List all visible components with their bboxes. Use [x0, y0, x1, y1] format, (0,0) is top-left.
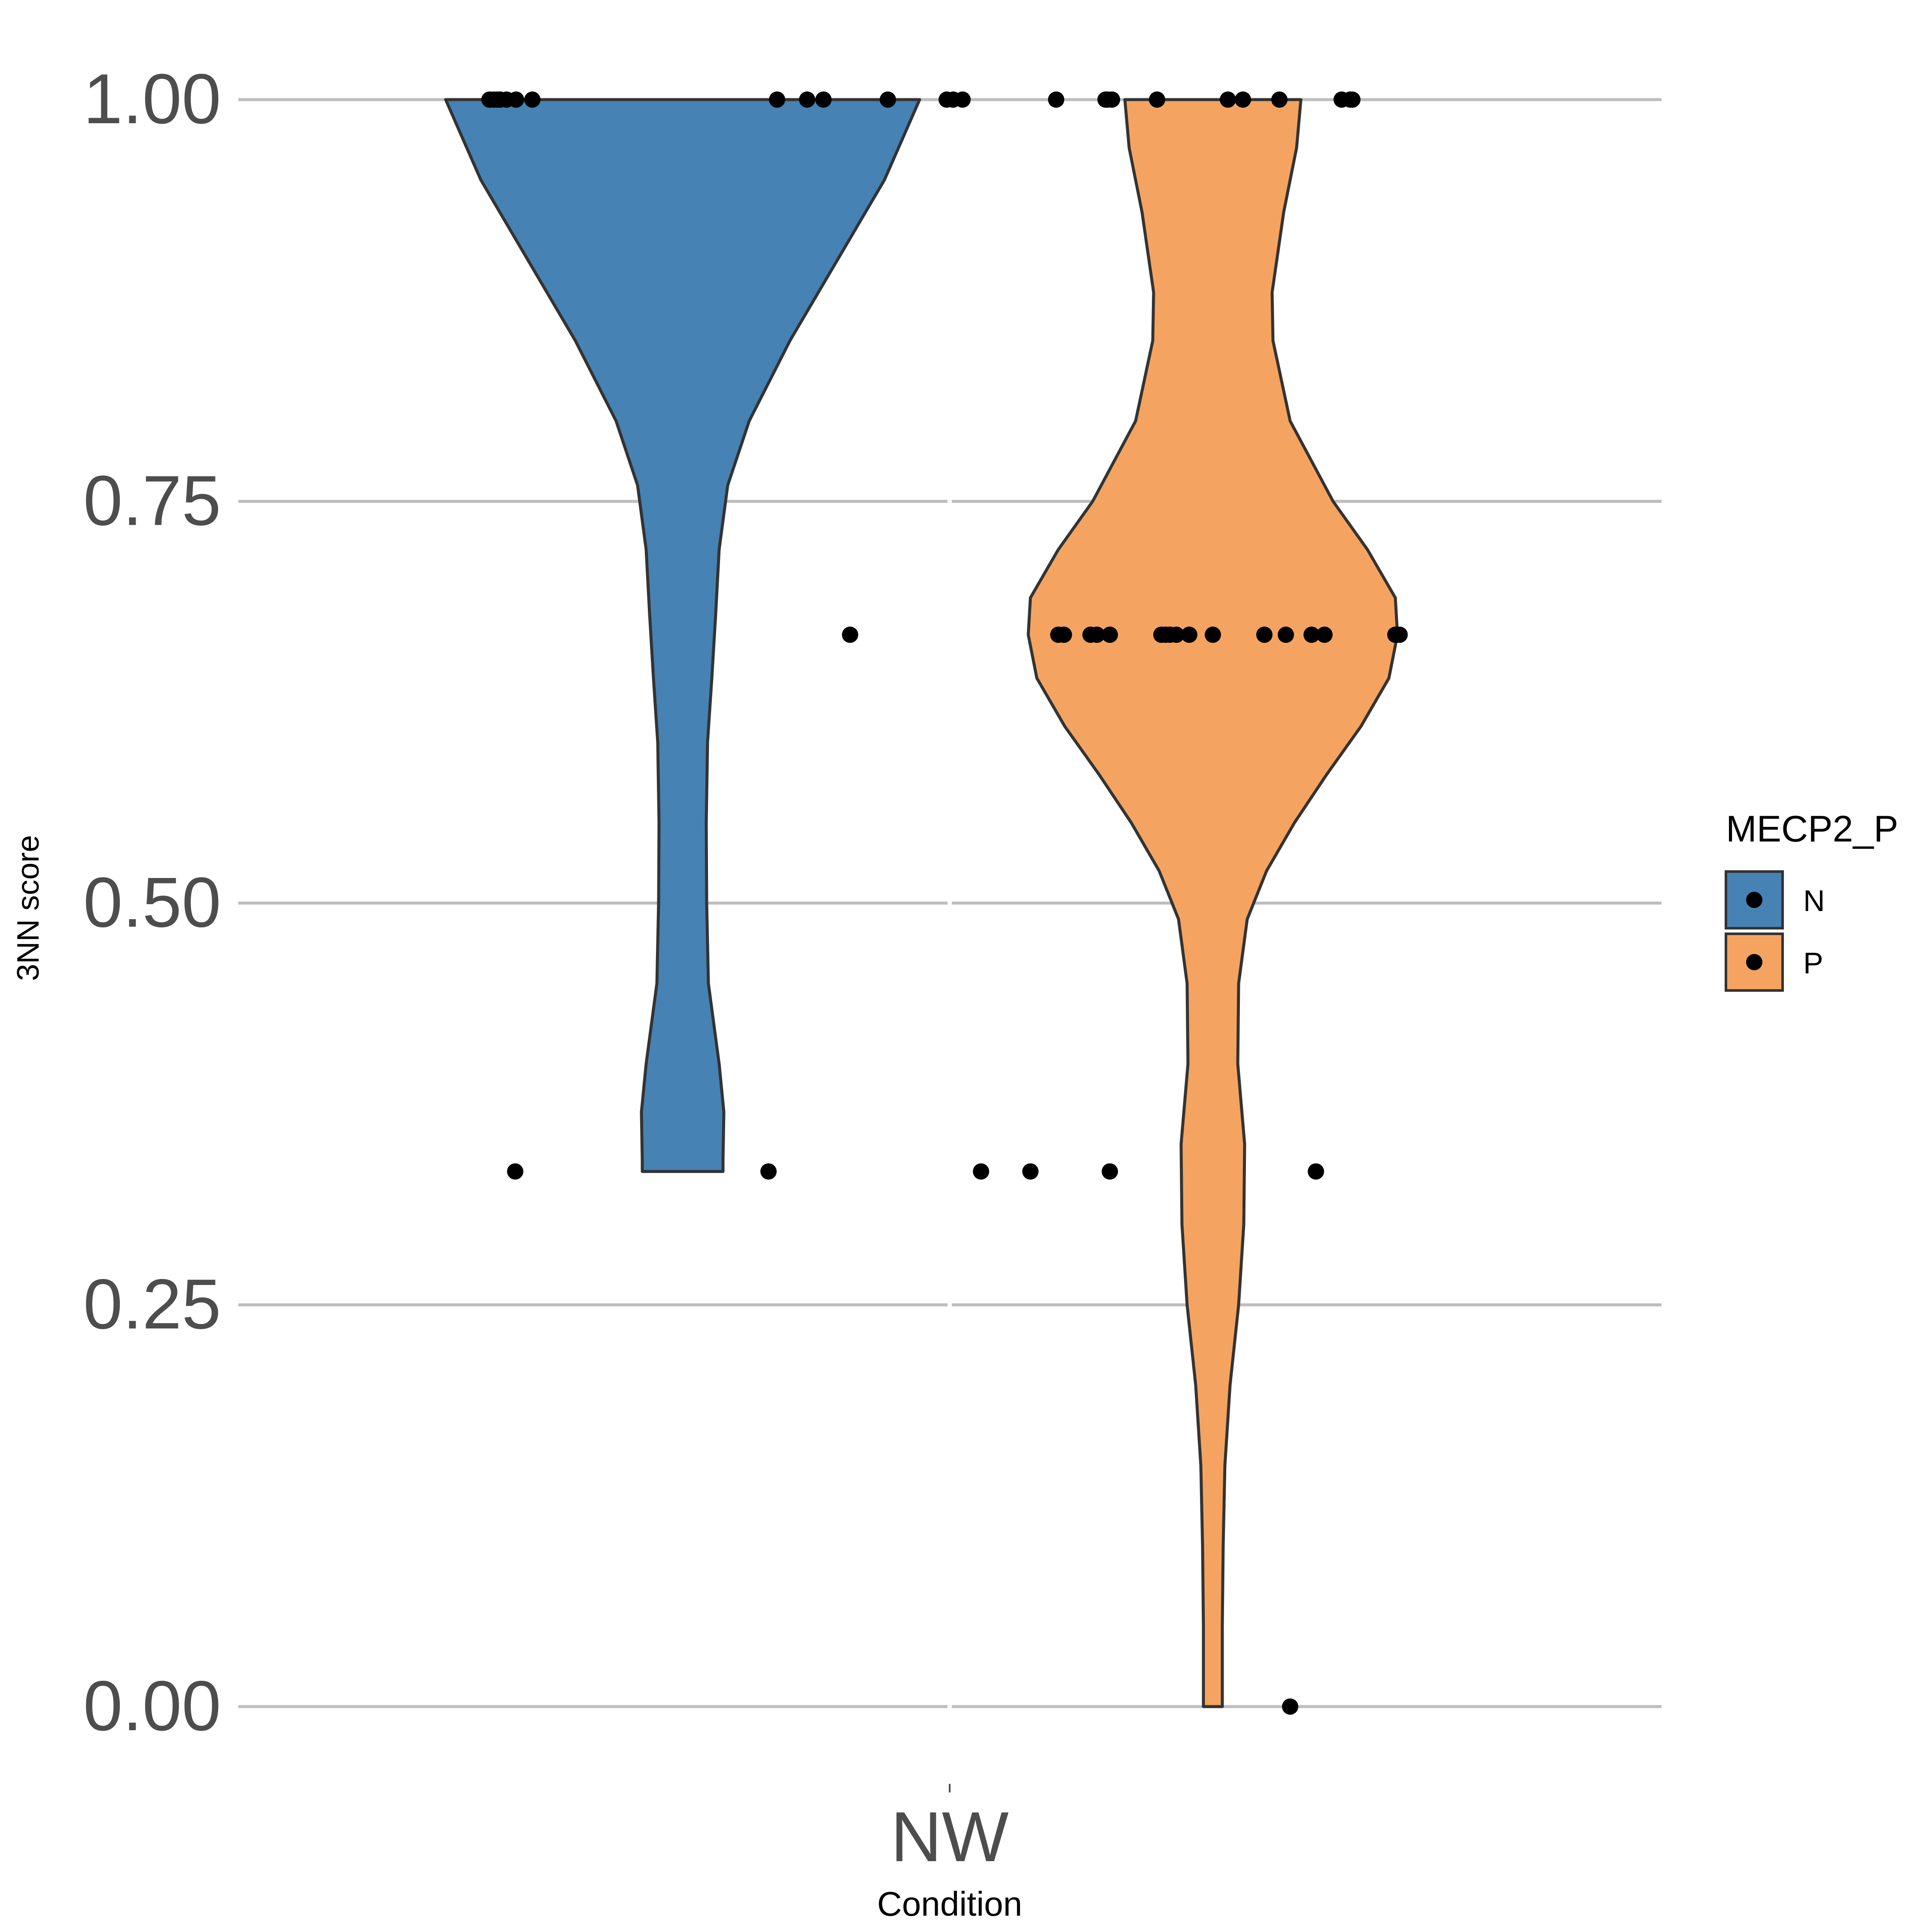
data-point-N: [769, 91, 785, 108]
y-tick-label: 0.00: [83, 1666, 221, 1745]
violin-P: [1027, 98, 1399, 1708]
data-point-P: [1048, 91, 1064, 108]
data-point-P: [1391, 626, 1408, 643]
data-point-N: [954, 91, 971, 108]
data-point-N: [815, 91, 832, 108]
data-point-P: [1089, 626, 1105, 643]
y-tick-label: 0.50: [83, 863, 221, 942]
data-point-P: [1022, 1163, 1039, 1180]
x-axis: NW: [891, 1784, 1009, 1876]
violin-N: [444, 98, 921, 1173]
grid-lines: [238, 91, 1662, 1715]
data-point-P: [1303, 626, 1320, 643]
data-point-N: [842, 626, 858, 643]
y-tick-label: 0.25: [83, 1264, 221, 1343]
data-point-N: [508, 91, 524, 108]
data-point-P: [1102, 1163, 1118, 1180]
x-tick-label: NW: [891, 1797, 1009, 1876]
violins: [444, 98, 1399, 1708]
x-axis-title: Condition: [877, 1885, 1022, 1923]
y-axis-title: 3NN score: [11, 835, 46, 981]
data-point-P: [1056, 626, 1072, 643]
data-point-P: [1220, 91, 1236, 108]
data-point-P: [1168, 626, 1185, 643]
data-points: [481, 91, 1408, 1715]
data-point-N: [799, 91, 815, 108]
data-point-N: [760, 1163, 777, 1180]
data-point-P: [973, 1163, 989, 1180]
legend-label-N: N: [1803, 884, 1825, 917]
data-point-P: [1282, 1698, 1298, 1715]
data-point-P: [1271, 91, 1288, 108]
y-tick-label: 1.00: [83, 59, 221, 138]
data-point-P: [1278, 626, 1294, 643]
y-axis: 0.00 0.25 0.50 0.75 1.00: [83, 59, 221, 1745]
data-point-N: [524, 91, 541, 108]
legend-label-P: P: [1803, 946, 1823, 980]
data-point-P: [1344, 91, 1361, 108]
legend-title: MECP2_P: [1726, 808, 1899, 850]
data-point-P: [1235, 91, 1251, 108]
data-point-P: [1256, 626, 1273, 643]
legend-key-dot: [1746, 892, 1762, 908]
data-point-P: [1308, 1163, 1324, 1180]
legend: MECP2_P NP: [1725, 808, 1899, 992]
data-point-N: [880, 91, 896, 108]
data-point-P: [1149, 91, 1165, 108]
y-tick-label: 0.75: [83, 461, 221, 540]
data-point-P: [1181, 626, 1197, 643]
data-point-P: [1104, 91, 1120, 108]
data-point-P: [1205, 626, 1221, 643]
data-point-N: [507, 1163, 523, 1180]
data-point-P: [1102, 626, 1118, 643]
data-point-P: [1316, 626, 1333, 643]
legend-key-dot: [1746, 954, 1762, 970]
